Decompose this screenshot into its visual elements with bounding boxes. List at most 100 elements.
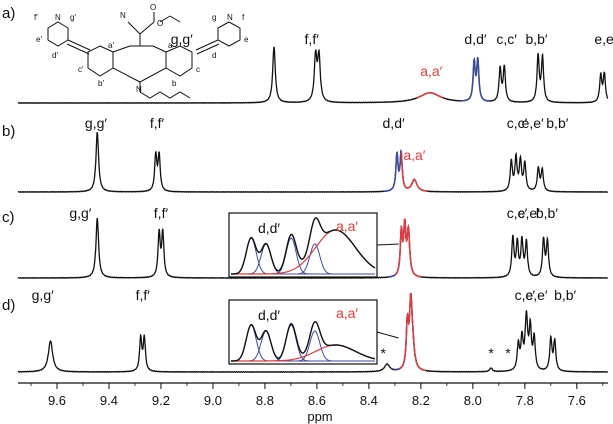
- annotations-layer: a)g,g′f,f′a,a′d,d′c,c′b,b′e,e′b)g,g′f,f′…: [2, 5, 613, 361]
- acridine-right-ring: [165, 45, 193, 77]
- nitrile-bond: [127, 21, 141, 35]
- peak-label-4-1: f,f′: [136, 287, 151, 303]
- label-o-top: O: [150, 3, 156, 12]
- label-b: b: [172, 79, 177, 88]
- inset-frame-3: [228, 212, 378, 278]
- x-tick-label-10: 7.6: [568, 393, 586, 408]
- label-f: f: [242, 13, 245, 22]
- x-axis-ticks: 9.6 9.4 9.2 9.0 8.8 8.6 8.4 8.2 8.0 7.8 7.6: [30, 383, 604, 408]
- alkyne-left-2: [66, 43, 90, 55]
- peak-label-1-3: d,d′: [464, 31, 486, 47]
- inset-envelope-4: [231, 320, 376, 362]
- peak-label-4-3: e,e′: [525, 287, 547, 303]
- label-f-prime: f′: [34, 13, 38, 22]
- overlay-dd-1: [461, 57, 491, 102]
- overlay-dd-3: [388, 218, 419, 278]
- peak-label-4-4: b,b′: [554, 287, 576, 303]
- overlay-dd-4: [394, 292, 424, 371]
- spectrum-panel-4: [17, 292, 609, 373]
- peak-label-4-0: g,g′: [32, 287, 54, 303]
- peak-label-3-2: c,c′: [507, 205, 528, 221]
- label-a: a: [168, 41, 173, 50]
- label-g-prime: g′: [70, 13, 76, 22]
- inset-label-3-0: d,d′: [258, 220, 280, 236]
- alkyne-right-2: [196, 43, 220, 55]
- label-cn-n: N: [120, 11, 126, 20]
- peak-label-2-5: e,e′: [522, 115, 544, 131]
- x-axis-label: ppm: [307, 409, 332, 424]
- peak-label-2-1: f,f′: [150, 115, 165, 131]
- molecule-labels: f′ N g′ e′ d′ a′ c′ b′ N a b c d e g N f…: [34, 3, 249, 94]
- panel-tag-4: d): [2, 297, 15, 314]
- spectrum-trace-4: [17, 292, 609, 373]
- peak-label-3-0: g,g′: [69, 205, 91, 221]
- label-d-prime: d′: [52, 51, 58, 60]
- x-tick-label-6: 8.4: [360, 393, 378, 408]
- peak-label-1-2: a,a′: [420, 63, 442, 79]
- peak-label-1-6: e,e′: [594, 31, 613, 47]
- spectra-layer: [17, 46, 609, 373]
- peak-label-2-6: b,b′: [546, 115, 568, 131]
- peak-label-2-2: d,d′: [383, 115, 405, 131]
- label-c: c: [196, 65, 200, 74]
- overlay-aa-4: [399, 292, 426, 372]
- label-d: d: [212, 51, 216, 60]
- pyridine-right-ring: [217, 21, 241, 47]
- impurity-star-0: *: [380, 345, 386, 361]
- label-e-prime: e′: [36, 35, 42, 44]
- peak-label-1-1: f,f′: [305, 31, 320, 47]
- x-tick-label-0: 9.6: [48, 393, 66, 408]
- inset-label-4-0: d,d′: [258, 307, 280, 323]
- peak-label-1-5: b,b′: [525, 31, 547, 47]
- overlay-aa-3: [394, 218, 422, 278]
- alkyne-left-1: [67, 39, 91, 51]
- x-tick-label-8: 8.0: [464, 393, 482, 408]
- inset-leader-4: [376, 331, 399, 339]
- x-tick-label-3: 9.0: [204, 393, 222, 408]
- impurity-star-1: *: [488, 345, 494, 361]
- x-tick-label-2: 9.2: [152, 393, 170, 408]
- label-e: e: [244, 35, 249, 44]
- acridine-left-ring: [87, 45, 114, 77]
- peak-label-2-0: g,g′: [85, 115, 107, 131]
- pyridine-left-ring: [47, 21, 69, 47]
- x-tick-label-7: 8.2: [412, 393, 430, 408]
- inset-envelope-3: [231, 216, 376, 275]
- label-g: g: [212, 13, 216, 22]
- inset-leader-3: [376, 243, 399, 246]
- label-a-prime: a′: [108, 41, 114, 50]
- peak-label-2-3: a,a′: [403, 147, 425, 163]
- peak-label-3-3: e,e′: [518, 205, 540, 221]
- overlay-aa-1: [416, 92, 444, 99]
- peak-label-3-4: b,b′: [536, 205, 558, 221]
- overlay-aa-2: [400, 152, 428, 192]
- peak-label-1-4: c,c′: [496, 31, 517, 47]
- label-n-left: N: [55, 13, 61, 22]
- spectrum-panel-1: [17, 46, 609, 104]
- ester-bond: [139, 21, 155, 35]
- peak-label-1-0: g,g′: [171, 31, 193, 47]
- inset-label-4-1: a,a′: [336, 305, 358, 321]
- ethyl-2: [169, 15, 181, 23]
- peak-label-4-2: c,c′: [515, 287, 536, 303]
- inset-label-3-1: a,a′: [336, 218, 358, 234]
- peak-label-2-4: c,c′: [507, 115, 528, 131]
- label-c-prime: c′: [78, 65, 84, 74]
- x-tick-label-1: 9.4: [100, 393, 118, 408]
- acridine-central-ring: [112, 45, 167, 83]
- alkyne-right-1: [195, 39, 219, 51]
- label-o-mid: O: [157, 19, 163, 28]
- hexyl-chain: [139, 82, 191, 99]
- deconvolution-inset-3: d,d′ a,a′: [228, 212, 399, 278]
- spectrum-panel-3: [17, 217, 609, 279]
- insets-layer: d,d′ a,a′ d,d′ a,a′: [228, 212, 399, 365]
- spectrum-trace-3: [17, 217, 609, 279]
- spectrum-trace-2: [17, 131, 609, 193]
- x-tick-label-5: 8.6: [308, 393, 326, 408]
- deconvolution-inset-4: d,d′ a,a′: [228, 299, 399, 365]
- label-n-center: N: [136, 85, 142, 94]
- x-tick-label-9: 7.8: [516, 393, 534, 408]
- panel-tag-1: a): [2, 5, 15, 22]
- peak-label-3-1: f,f′: [154, 205, 169, 221]
